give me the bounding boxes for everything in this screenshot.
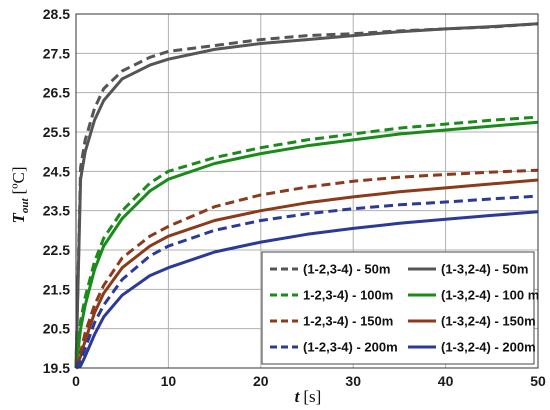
legend: (1-2,3-4) - 50m (1-3,2-4) - 50m 1-2,3-4) -… xyxy=(261,251,539,365)
y-tick-label: 27.5 xyxy=(43,45,70,61)
legend-entry: (1-3,2-4) - 50m xyxy=(441,262,528,277)
series-line-5 xyxy=(74,168,539,369)
legend-entry: 1-2,3-4) - 100m xyxy=(303,288,393,303)
y-tick-label: 20.5 xyxy=(43,321,70,337)
series-line-1 xyxy=(74,22,539,369)
legend-entry: (1-3,2-4) - 200m xyxy=(441,340,536,355)
x-axis-symbol: t xyxy=(295,387,301,406)
series-line-4 xyxy=(74,120,539,369)
y-tick-label: 28.5 xyxy=(43,6,70,22)
y-axis-subscript: out xyxy=(19,197,31,213)
y-axis-unit: [ºC] xyxy=(9,166,28,194)
y-axis-title: Tout [ºC] xyxy=(9,166,31,223)
y-tick-label: 25.5 xyxy=(43,124,70,140)
y-tick-label: 24.5 xyxy=(43,163,70,179)
y-tick-label: 19.5 xyxy=(43,360,70,376)
x-axis-title: t [s] xyxy=(295,387,322,406)
x-tick-label: 10 xyxy=(161,373,177,389)
y-tick-label: 22.5 xyxy=(43,242,70,258)
x-tick-labels: 0 10 20 30 40 50 xyxy=(72,373,546,389)
legend-entry: (1-2,3-4) - 50m xyxy=(303,262,390,277)
x-tick-label: 20 xyxy=(253,373,269,389)
series-line-3 xyxy=(74,115,539,369)
y-axis-symbol: T xyxy=(9,213,28,224)
series-line-7 xyxy=(74,194,539,369)
plot-frame xyxy=(75,13,539,369)
y-tick-label: 26.5 xyxy=(43,85,70,101)
legend-entry: 1-2,3-4) - 150m xyxy=(303,314,393,329)
legend-box xyxy=(261,251,535,365)
x-tick-label: 0 xyxy=(72,373,80,389)
x-axis-unit: [s] xyxy=(303,387,321,406)
y-tick-label: 23.5 xyxy=(43,203,70,219)
y-tick-labels: 19.5 20.5 21.5 22.5 23.5 24.5 25.5 26.5 27.5 28.5 xyxy=(43,6,70,376)
series-line-2 xyxy=(74,22,539,369)
x-tick-label: 30 xyxy=(345,373,361,389)
series-line-6 xyxy=(74,178,539,369)
legend-entry: (1-2,3-4) - 200m xyxy=(303,340,398,355)
series-lines xyxy=(74,22,539,370)
x-tick-label: 40 xyxy=(438,373,454,389)
x-tick-label: 50 xyxy=(530,373,546,389)
y-tick-label: 21.5 xyxy=(43,281,70,297)
series-line-8 xyxy=(75,210,539,370)
legend-entry: (1-3,2-4) - 150m xyxy=(441,314,536,329)
legend-entry: (1-3,2-4) - 100 m xyxy=(441,288,539,303)
